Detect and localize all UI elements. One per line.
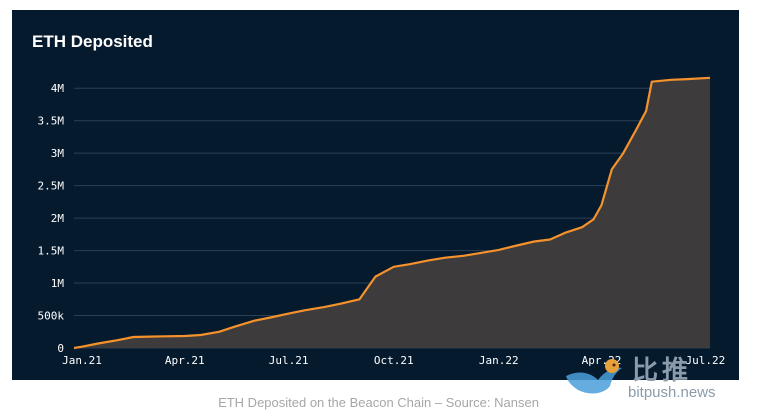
y-tick-label: 1.5M — [38, 245, 65, 258]
chart-card: ETH Deposited 0 500k 1M 1.5M 2M 2.5M 3M 3.5M 4M … — [12, 10, 739, 380]
watermark: 比推 bitpush.news — [560, 350, 750, 405]
x-tick-label: Oct.21 — [374, 354, 414, 367]
y-tick-label: 3.5M — [38, 115, 65, 128]
x-tick-label: Jan.21 — [62, 354, 102, 367]
x-tick-label: Apr.21 — [165, 354, 205, 367]
area-layer — [73, 76, 711, 350]
bird-logo-icon — [566, 359, 622, 394]
y-tick-label: 2.5M — [38, 180, 65, 193]
y-tick-label: 0 — [57, 342, 64, 355]
watermark-chinese-text: 比推 — [632, 356, 693, 386]
chart-plot: 0 500k 1M 1.5M 2M 2.5M 3M 3.5M 4M Jan.21 Apr.21 Ju… — [38, 76, 726, 367]
figure-caption: ETH Deposited on the Beacon Chain – Sour… — [218, 395, 539, 410]
y-tick-label: 500k — [38, 310, 65, 323]
x-tick-label: Jan.22 — [479, 354, 519, 367]
y-tick-label: 1M — [51, 277, 65, 290]
watermark-english-text: bitpush.news — [628, 384, 716, 401]
x-tick-label: Jul.21 — [269, 354, 309, 367]
y-tick-label: 3M — [51, 147, 65, 160]
y-axis-ticks: 0 500k 1M 1.5M 2M 2.5M 3M 3.5M 4M — [38, 82, 65, 355]
y-tick-label: 2M — [51, 212, 65, 225]
chart-title: ETH Deposited — [32, 32, 153, 51]
series-line — [73, 76, 711, 350]
y-tick-label: 4M — [51, 82, 65, 95]
x-tick-label: Jul.22 — [686, 354, 726, 367]
series-area-fill — [74, 77, 710, 349]
